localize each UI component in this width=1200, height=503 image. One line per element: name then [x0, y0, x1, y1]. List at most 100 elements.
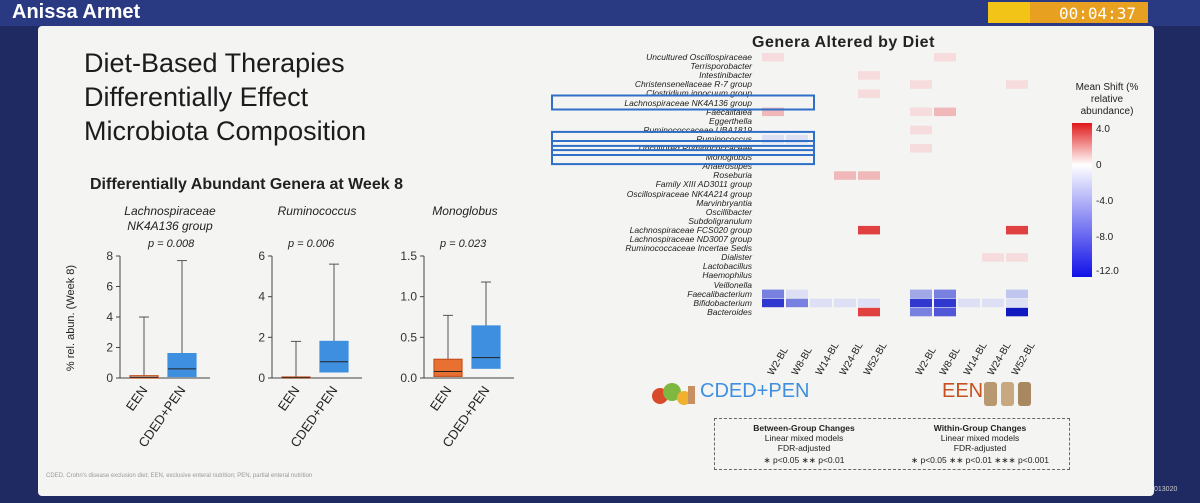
highlight-box	[551, 140, 815, 156]
heatmap-cell	[762, 107, 784, 117]
genus-label: Uncultured Ruminococcaceae	[638, 143, 752, 153]
genus-label: Lactobacillus	[702, 261, 752, 272]
y-tick-label: 4	[258, 290, 265, 304]
boxplot-figure: % rel. abun. (Week 8)02468EENCDED+PEN024…	[65, 250, 514, 450]
legend-title: Mean Shift (% relative abundance)	[1075, 82, 1139, 117]
highlight-box	[551, 130, 815, 147]
genus-label: Ruminococcaceae Incertae Sedis	[625, 243, 752, 254]
heatmap-cell	[858, 307, 880, 317]
heatmap-cell	[910, 125, 932, 135]
y-tick-label: 0.5	[400, 330, 417, 344]
heatmap-cell	[982, 253, 1004, 262]
heatmap-cell	[1006, 289, 1028, 299]
heatmap-cell	[910, 307, 932, 317]
genus-label: Family XIII AD3011 group	[655, 179, 752, 190]
formula-bottles-icon	[984, 382, 1031, 406]
genus-label: Ruminococcaceae UBA1819	[643, 124, 752, 135]
genus-label: Ruminococcus	[696, 133, 752, 144]
heatmap-cell	[786, 134, 808, 144]
y-tick-label: 6	[258, 250, 265, 263]
heatmap-cell	[786, 289, 808, 299]
y-tick-label: 1.5	[400, 250, 417, 263]
heatmap-title: Genera Altered by Diet	[752, 34, 935, 51]
heatmap-cell	[810, 298, 832, 308]
heatmap-cell	[786, 298, 808, 308]
p-value: p = 0.008	[148, 238, 195, 250]
group-label-cded: CDED+PEN	[700, 380, 810, 402]
heatmap-cell	[858, 71, 880, 80]
genus-label: Christensenellaceae R-7 group	[634, 79, 752, 90]
boxplot-title-monoglobus: Monoglobus	[432, 204, 498, 218]
presenter-bar: Anissa Armet 00:04:37	[0, 0, 1200, 26]
highlight-box	[551, 149, 815, 166]
speaker-name: Anissa Armet	[12, 1, 141, 23]
box	[471, 325, 501, 369]
heatmap-cell	[934, 107, 956, 117]
genus-label: Faecalibacterium	[687, 288, 752, 299]
genus-label: Intestinibacter	[699, 70, 752, 81]
heatmap-cell	[934, 298, 956, 308]
legend-tick: -12.0	[1096, 266, 1119, 277]
y-tick-label: 2	[258, 330, 265, 344]
heatmap-cell	[1006, 298, 1028, 308]
note-between-l2: FDR-adjusted	[777, 443, 831, 453]
heatmap-cell	[762, 134, 784, 144]
genus-label: Lachnospiraceae FCS020 group	[629, 224, 752, 235]
heatmap-cell	[858, 171, 880, 180]
session-timer: 00:04:37	[988, 2, 1148, 23]
genus-label: Oscillibacter	[705, 206, 752, 217]
heatmap-cell	[910, 107, 932, 117]
heatmap-cell	[910, 144, 932, 153]
heatmap-cell	[1006, 80, 1028, 89]
genus-label: Marvinbryantia	[696, 197, 752, 208]
heatmap-cell	[834, 171, 856, 180]
food-icon	[652, 383, 695, 405]
box	[167, 352, 197, 378]
timer-text: 00:04:37	[1058, 4, 1136, 23]
genus-label: Haemophilus	[702, 270, 752, 281]
heatmap-cell	[934, 307, 956, 317]
title-line: Diet-Based Therapies	[84, 48, 345, 78]
genus-label: Dialister	[721, 252, 752, 263]
legend-tick: 4.0	[1096, 124, 1110, 135]
p-value: p = 0.023	[440, 238, 487, 250]
heatmap-cell	[858, 298, 880, 308]
legend-tick: -4.0	[1096, 196, 1114, 207]
box	[433, 358, 463, 377]
heatmap-cell	[934, 289, 956, 299]
slide-canvas	[38, 26, 1154, 496]
genus-label: Clostridium innocuum group	[646, 88, 752, 99]
genus-label: Faecalitalea	[706, 106, 752, 117]
title-line: Microbiota Composition	[84, 116, 367, 146]
y-tick-label: 4	[106, 310, 113, 324]
heatmap-cell	[910, 298, 932, 308]
heatmap-cell	[1006, 225, 1028, 235]
title-line: Differentially Effect	[84, 82, 309, 112]
y-axis-label: % rel. abun. (Week 8)	[65, 265, 77, 371]
legend-tick: 0	[1096, 160, 1102, 171]
heatmap-cell	[1006, 253, 1028, 262]
heatmap-cell	[762, 298, 784, 308]
genus-label: Bifidobacterium	[693, 297, 752, 308]
significance-note-box: Between-Group Changes Linear mixed model…	[714, 418, 1070, 470]
note-between-title: Between-Group Changes	[753, 423, 855, 433]
note-between-l1: Linear mixed models	[764, 433, 844, 443]
slide-number: 013020	[1154, 486, 1178, 493]
genus-label: Eggerthella	[708, 115, 752, 126]
genus-label: Bacteroides	[707, 306, 752, 317]
legend-colorbar	[1072, 123, 1092, 277]
y-tick-label: 6	[106, 280, 113, 294]
heatmap-cell	[858, 89, 880, 98]
heatmap-cell	[934, 53, 956, 62]
note-between-l3: ∗ p<0.05 ∗∗ p<0.01	[763, 455, 845, 465]
y-tick-label: 8	[106, 250, 113, 263]
y-tick-label: 0.0	[400, 371, 417, 385]
y-tick-label: 1.0	[400, 290, 417, 304]
note-within-title: Within-Group Changes	[933, 423, 1027, 433]
heatmap-cell	[982, 298, 1004, 308]
y-tick-label: 0	[258, 371, 265, 385]
boxplot-title-rumino: Ruminococcus	[277, 204, 357, 218]
legend-tick: -8.0	[1096, 232, 1114, 243]
box	[319, 340, 349, 373]
